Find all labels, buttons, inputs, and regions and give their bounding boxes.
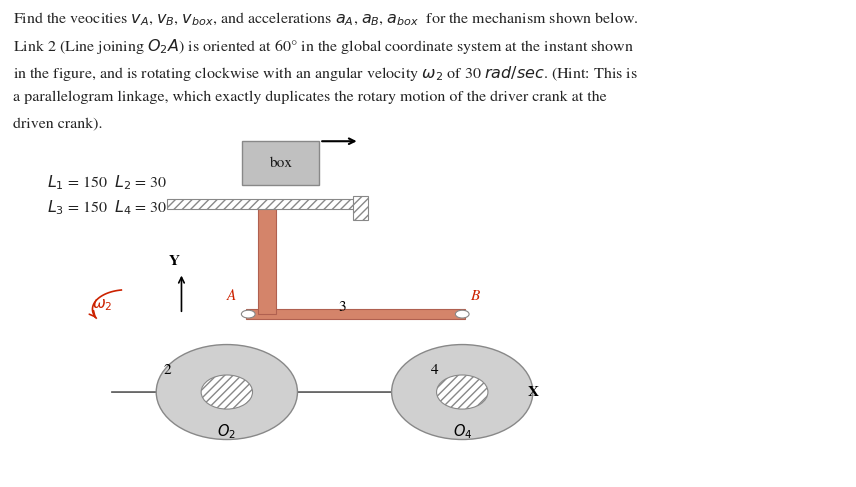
Text: $O_4$: $O_4$ — [453, 422, 472, 441]
Text: $L_3$ = 150  $L_4$ = 30: $L_3$ = 150 $L_4$ = 30 — [47, 198, 168, 217]
Text: a parallelogram linkage, which exactly duplicates the rotary motion of the drive: a parallelogram linkage, which exactly d… — [13, 91, 606, 104]
Text: $O_2$: $O_2$ — [217, 422, 236, 441]
Text: X: X — [527, 386, 538, 398]
Ellipse shape — [201, 375, 253, 409]
Text: 3: 3 — [339, 300, 346, 314]
Text: Y: Y — [169, 255, 180, 268]
Text: 4: 4 — [431, 363, 438, 377]
Text: B: B — [471, 289, 479, 303]
Text: in the figure, and is rotating clockwise with an angular velocity $\omega_2$ of : in the figure, and is rotating clockwise… — [13, 64, 638, 83]
Ellipse shape — [156, 345, 298, 439]
Text: Find the veocities $v_A$, $v_B$, $v_{box}$, and accelerations $a_A$, $a_B$, $a_{: Find the veocities $v_A$, $v_B$, $v_{box… — [13, 11, 639, 28]
Text: box: box — [270, 156, 292, 170]
Text: 2: 2 — [163, 363, 170, 377]
Text: driven crank).: driven crank). — [13, 118, 103, 131]
Circle shape — [241, 310, 255, 318]
Text: A: A — [227, 289, 235, 303]
Ellipse shape — [391, 345, 532, 439]
Text: $\omega_2$: $\omega_2$ — [92, 298, 113, 313]
Bar — [167, 199, 360, 209]
Text: $L_1$ = 150  $L_2$ = 30: $L_1$ = 150 $L_2$ = 30 — [47, 173, 168, 191]
Bar — [242, 141, 319, 185]
Bar — [258, 200, 276, 314]
Circle shape — [455, 310, 469, 318]
Bar — [246, 309, 465, 319]
Bar — [353, 196, 368, 220]
Ellipse shape — [437, 375, 488, 409]
Text: Link 2 (Line joining $O_2A$) is oriented at 60° in the global coordinate system : Link 2 (Line joining $O_2A$) is oriented… — [13, 37, 633, 56]
